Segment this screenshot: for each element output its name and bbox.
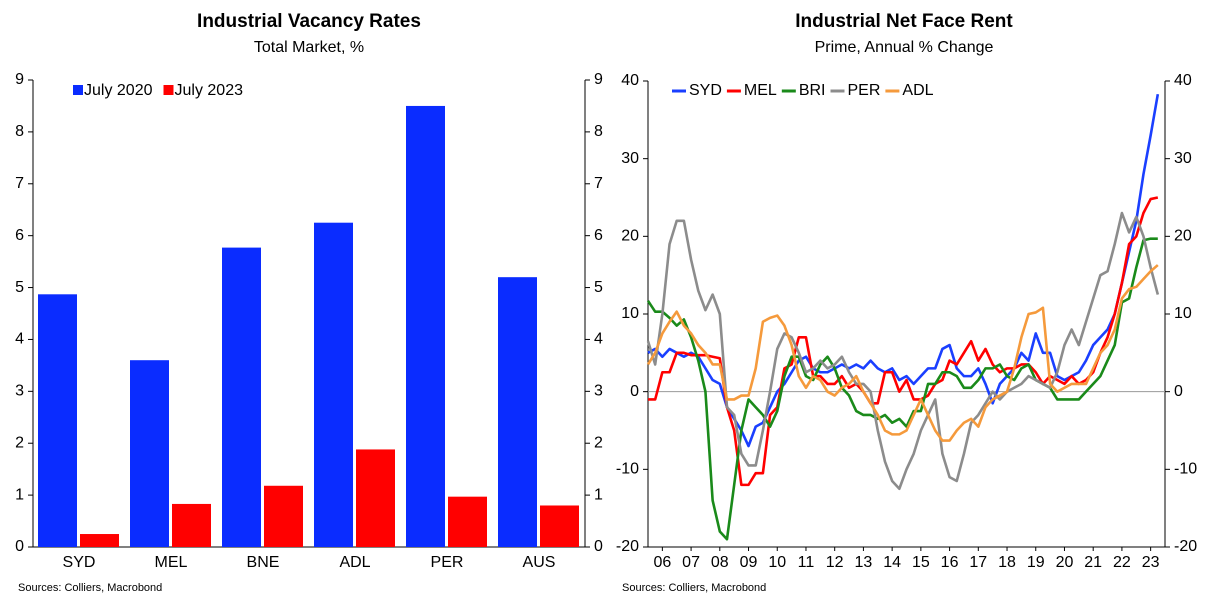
x-tick-label: 16	[941, 554, 959, 571]
y-tick-label: 20	[621, 228, 639, 245]
y-tick-label: 40	[621, 72, 639, 89]
y2-tick-label: 5	[594, 279, 603, 296]
x-tick-label: 13	[855, 554, 873, 571]
y-tick-label: 10	[621, 305, 639, 322]
legend-label: MEL	[744, 82, 777, 99]
line-series	[646, 211, 1160, 491]
y2-tick-label: 4	[594, 331, 603, 348]
y-tick-label: 1	[15, 486, 24, 503]
y2-tick-label: 40	[1174, 72, 1192, 89]
bar	[38, 294, 77, 547]
x-tick-label: 17	[969, 554, 987, 571]
x-tick-label: 19	[1027, 554, 1045, 571]
legend-label: July 2020	[84, 82, 153, 99]
x-tick-label: MEL	[155, 554, 188, 571]
y2-tick-label: 9	[594, 71, 603, 88]
chart-title: Industrial Net Face Rent	[795, 11, 1013, 32]
line-series	[646, 237, 1158, 541]
x-tick-label: ADL	[339, 554, 370, 571]
y-tick-label: 8	[15, 123, 24, 140]
source-note: Sources: Colliers, Macrobond	[18, 582, 162, 594]
bar	[498, 277, 537, 547]
legend-swatch	[163, 85, 174, 95]
bar	[222, 247, 261, 547]
x-tick-label: 18	[998, 554, 1016, 571]
x-tick-label: 07	[682, 554, 700, 571]
y2-tick-label: 2	[594, 434, 603, 451]
legend-label: ADL	[902, 82, 933, 99]
bar	[314, 222, 353, 547]
y2-tick-label: -10	[1174, 461, 1197, 478]
x-tick-label: SYD	[63, 554, 96, 571]
y2-tick-label: -20	[1174, 538, 1197, 555]
bar	[356, 449, 395, 547]
legend-label: SYD	[689, 82, 722, 99]
x-tick-label: 09	[740, 554, 758, 571]
y2-tick-label: 10	[1174, 305, 1192, 322]
x-tick-label: PER	[431, 554, 464, 571]
x-tick-label: 14	[883, 554, 901, 571]
x-tick-label: 08	[711, 554, 729, 571]
x-tick-label: BNE	[247, 554, 280, 571]
x-tick-label: 11	[798, 554, 815, 571]
bar	[130, 360, 169, 547]
bar	[80, 534, 119, 547]
line-series	[646, 264, 1159, 442]
y2-tick-label: 7	[594, 175, 603, 192]
y-tick-label: 0	[630, 383, 639, 400]
y2-tick-label: 30	[1174, 150, 1192, 167]
y-tick-label: 9	[15, 71, 24, 88]
y2-tick-label: 1	[594, 486, 603, 503]
chart-title: Industrial Vacancy Rates	[197, 11, 421, 32]
x-tick-label: 23	[1142, 554, 1160, 571]
legend-label: July 2023	[175, 82, 244, 99]
line-series	[648, 196, 1159, 487]
chart-subtitle: Total Market, %	[254, 39, 364, 56]
y-tick-label: 7	[15, 175, 24, 192]
x-tick-label: AUS	[523, 554, 556, 571]
y2-tick-label: 6	[594, 227, 603, 244]
source-note: Sources: Colliers, Macrobond	[622, 582, 766, 594]
bar	[172, 503, 211, 547]
x-tick-label: 22	[1113, 554, 1131, 571]
y2-tick-label: 3	[594, 383, 603, 400]
legend-label: BRI	[799, 82, 826, 99]
x-tick-label: 21	[1084, 554, 1102, 571]
y-tick-label: 0	[15, 538, 24, 555]
line-series	[647, 93, 1160, 448]
x-tick-label: 20	[1056, 554, 1074, 571]
bar	[406, 105, 445, 547]
legend-label: PER	[847, 82, 880, 99]
y2-tick-label: 0	[594, 538, 603, 555]
x-tick-label: 12	[826, 554, 844, 571]
y-tick-label: -10	[616, 461, 639, 478]
y-tick-label: 5	[15, 279, 24, 296]
y2-tick-label: 0	[1174, 383, 1183, 400]
y2-tick-label: 20	[1174, 228, 1192, 245]
bar	[264, 485, 303, 547]
y-tick-label: 6	[15, 227, 24, 244]
y-tick-label: 2	[15, 434, 24, 451]
y-tick-label: 30	[621, 150, 639, 167]
chart-subtitle: Prime, Annual % Change	[815, 39, 994, 56]
y2-tick-label: 8	[594, 123, 603, 140]
bar	[540, 505, 579, 547]
bar	[448, 496, 487, 547]
x-tick-label: 06	[653, 554, 671, 571]
x-tick-label: 10	[768, 554, 786, 571]
legend-swatch	[73, 85, 83, 95]
x-tick-label: 15	[912, 554, 930, 571]
y-tick-label: 3	[15, 383, 24, 400]
y-tick-label: -20	[616, 538, 639, 555]
y-tick-label: 4	[15, 331, 24, 348]
